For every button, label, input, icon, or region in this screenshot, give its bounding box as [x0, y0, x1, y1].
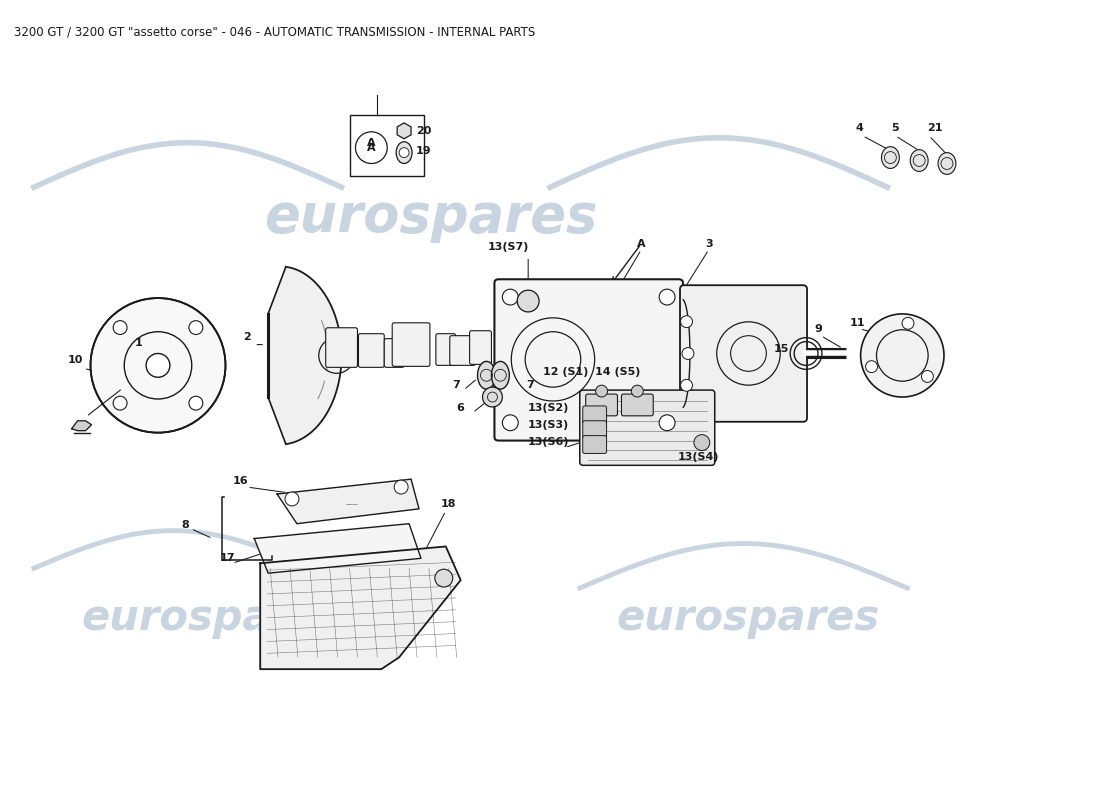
Circle shape [113, 321, 127, 334]
Text: 13(S3): 13(S3) [527, 420, 569, 430]
Circle shape [922, 370, 934, 382]
Circle shape [146, 354, 169, 378]
Text: A: A [367, 138, 376, 148]
Text: 13(S2): 13(S2) [527, 403, 569, 413]
FancyBboxPatch shape [583, 436, 606, 454]
FancyBboxPatch shape [621, 394, 653, 416]
Circle shape [631, 385, 644, 397]
Text: 7: 7 [452, 380, 460, 390]
FancyBboxPatch shape [680, 286, 807, 422]
Bar [350, 115, 424, 176]
Polygon shape [261, 546, 461, 669]
FancyBboxPatch shape [326, 328, 358, 367]
FancyBboxPatch shape [359, 334, 384, 367]
Circle shape [483, 387, 503, 407]
Circle shape [90, 298, 226, 433]
Circle shape [659, 415, 675, 430]
Text: 18: 18 [441, 499, 456, 509]
Polygon shape [254, 524, 421, 573]
Circle shape [189, 321, 202, 334]
FancyBboxPatch shape [470, 330, 492, 364]
Polygon shape [72, 421, 91, 430]
Text: A: A [367, 142, 376, 153]
Circle shape [113, 396, 127, 410]
Text: 1: 1 [134, 338, 142, 348]
Text: 13(S6): 13(S6) [527, 437, 569, 446]
Text: 19: 19 [416, 146, 432, 156]
Text: 3: 3 [705, 238, 713, 249]
Text: 6: 6 [456, 403, 464, 413]
Circle shape [503, 289, 518, 305]
Circle shape [682, 347, 694, 359]
Polygon shape [277, 479, 419, 524]
Circle shape [860, 314, 944, 397]
Circle shape [434, 570, 453, 587]
Ellipse shape [477, 362, 495, 389]
Ellipse shape [938, 153, 956, 174]
Text: eurospares: eurospares [264, 191, 597, 243]
FancyBboxPatch shape [494, 279, 683, 441]
Text: 21: 21 [927, 123, 943, 133]
Circle shape [694, 434, 710, 450]
FancyBboxPatch shape [436, 334, 455, 366]
Text: 20: 20 [416, 126, 431, 136]
Circle shape [659, 289, 675, 305]
Circle shape [596, 385, 607, 397]
Text: 13(S7): 13(S7) [487, 242, 529, 252]
Text: 11: 11 [850, 318, 866, 328]
Polygon shape [268, 267, 342, 444]
Circle shape [517, 290, 539, 312]
FancyBboxPatch shape [583, 406, 606, 424]
Circle shape [285, 492, 299, 506]
Text: 10: 10 [68, 355, 84, 366]
FancyBboxPatch shape [384, 338, 404, 367]
Circle shape [399, 148, 409, 158]
FancyBboxPatch shape [393, 323, 430, 366]
FancyBboxPatch shape [580, 390, 715, 466]
Circle shape [902, 318, 914, 330]
Text: 12 (S1): 12 (S1) [543, 367, 588, 378]
Text: 15: 15 [773, 343, 789, 354]
FancyBboxPatch shape [450, 336, 475, 366]
FancyBboxPatch shape [583, 421, 606, 438]
Circle shape [503, 415, 518, 430]
Circle shape [866, 361, 878, 373]
Text: 16: 16 [232, 476, 249, 486]
Text: ___: ___ [345, 497, 358, 506]
Text: eurospares: eurospares [81, 597, 344, 638]
Circle shape [681, 316, 693, 327]
Circle shape [681, 379, 693, 391]
Circle shape [189, 396, 202, 410]
Text: 8: 8 [180, 520, 189, 530]
Text: 5: 5 [892, 123, 899, 133]
Text: eurospares: eurospares [617, 597, 880, 638]
Polygon shape [397, 123, 411, 138]
Ellipse shape [492, 362, 509, 389]
Ellipse shape [396, 142, 412, 163]
FancyBboxPatch shape [585, 394, 617, 416]
Circle shape [394, 480, 408, 494]
Ellipse shape [881, 146, 900, 169]
Text: 2: 2 [243, 332, 251, 342]
Text: 14 (S5): 14 (S5) [595, 367, 640, 378]
Text: A: A [637, 238, 646, 249]
Text: 13(S4): 13(S4) [678, 452, 719, 462]
Text: 4: 4 [856, 123, 864, 133]
Text: 9: 9 [814, 324, 822, 334]
Ellipse shape [910, 150, 928, 171]
Text: 3200 GT / 3200 GT "assetto corse" - 046 - AUTOMATIC TRANSMISSION - INTERNAL PART: 3200 GT / 3200 GT "assetto corse" - 046 … [14, 26, 536, 39]
Text: 7: 7 [526, 380, 534, 390]
Text: 17: 17 [220, 554, 235, 563]
